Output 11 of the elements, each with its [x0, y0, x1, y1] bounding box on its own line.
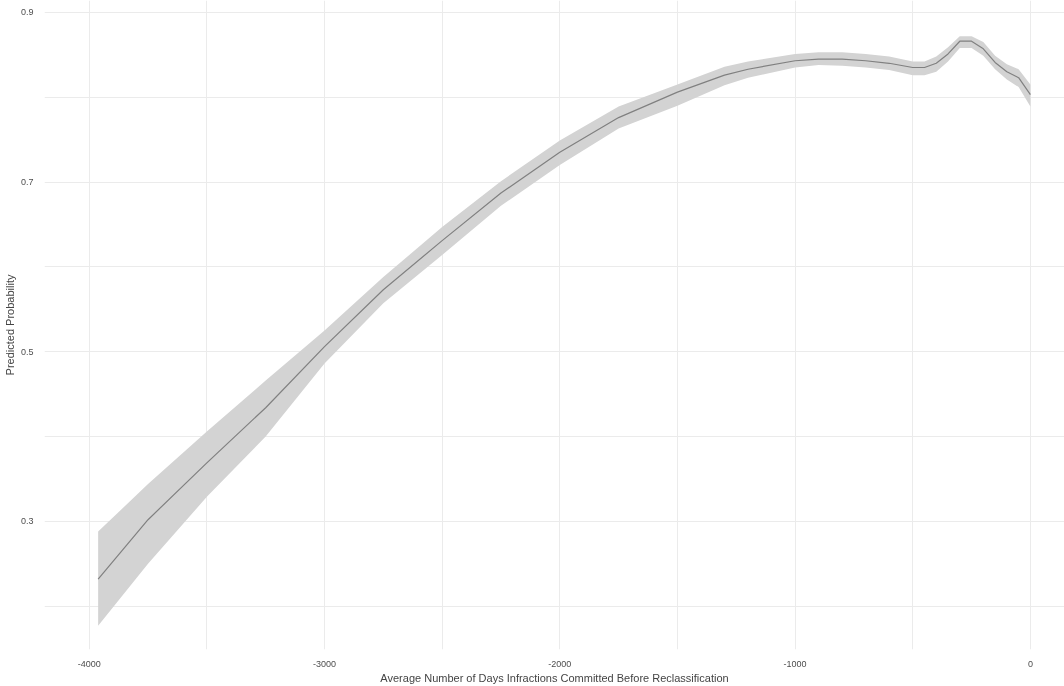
x-tick-label: -3000: [312, 658, 337, 669]
y-tick-label: 0.3: [20, 516, 34, 527]
x-tick-label: -1000: [783, 658, 807, 669]
y-axis-title: Predicted Probability: [3, 274, 16, 376]
y-tick-label: 0.5: [20, 346, 34, 357]
x-tick-label: -2000: [548, 658, 572, 669]
y-tick-label: 0.7: [20, 177, 34, 188]
x-tick-label: 0: [1027, 658, 1033, 669]
y-tick-label: 0.9: [20, 7, 34, 18]
x-tick-label: -4000: [77, 658, 101, 669]
x-axis-title: Average Number of Days Infractions Committed Before Reclassification: [380, 671, 729, 684]
